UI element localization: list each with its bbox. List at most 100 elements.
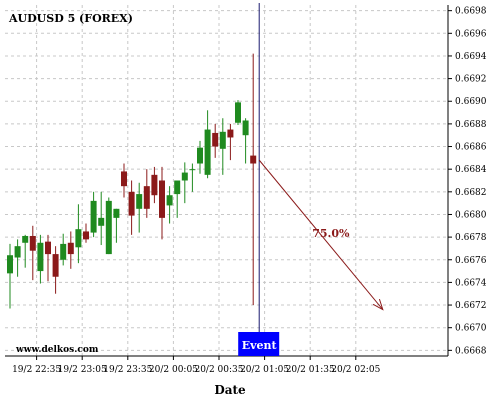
- candle: [90, 191, 97, 238]
- event-label: Event: [242, 339, 278, 352]
- candle-body: [22, 235, 29, 243]
- candle: [197, 140, 203, 174]
- candle: [136, 182, 143, 233]
- candle: [235, 100, 241, 126]
- candle-body: [143, 186, 150, 209]
- x-tick-label: 20/2 01:35: [286, 365, 335, 375]
- candle: [22, 234, 29, 268]
- candle: [14, 239, 21, 277]
- y-tick-label: 0.6690: [455, 97, 487, 107]
- x-tick-label: 20/2 01:05: [240, 365, 289, 375]
- y-tick-label: 0.6670: [455, 324, 487, 334]
- y-tick-label: 0.6676: [455, 256, 487, 266]
- candle: [143, 169, 150, 218]
- candle: [60, 233, 67, 266]
- candle-body: [98, 217, 105, 226]
- candle: [166, 186, 173, 224]
- x-tick-label: 20/2 00:35: [194, 365, 243, 375]
- x-tick-label: 19/2 23:35: [103, 365, 152, 375]
- candle: [75, 204, 82, 264]
- candle: [242, 118, 249, 164]
- x-axis-label: Date: [214, 383, 246, 397]
- candle-body: [242, 120, 249, 136]
- candle-body: [90, 200, 97, 233]
- candle-body: [83, 231, 89, 240]
- candle: [212, 123, 219, 158]
- candle: [67, 231, 74, 269]
- candle: [121, 163, 127, 198]
- candle-body: [121, 171, 127, 187]
- candle-body: [197, 147, 203, 164]
- candle: [219, 118, 226, 175]
- candle-body: [189, 169, 196, 171]
- candle-body: [151, 174, 158, 196]
- x-tick-label: 20/2 00:05: [149, 365, 198, 375]
- y-tick-label: 0.6694: [455, 52, 487, 62]
- y-tick-label: 0.6696: [455, 29, 487, 39]
- y-tick-label: 0.6674: [455, 278, 487, 288]
- candle-body: [14, 246, 21, 258]
- y-tick-label: 0.6680: [455, 210, 487, 220]
- candle: [98, 191, 105, 246]
- candle-body: [166, 195, 173, 206]
- y-tick-label: 0.6682: [455, 188, 487, 198]
- candle: [45, 234, 51, 282]
- candle: [181, 162, 188, 204]
- event-marker-box: [238, 332, 280, 356]
- event-layer: Event 75.0%: [238, 3, 384, 356]
- candle-body: [235, 102, 241, 123]
- candle: [7, 243, 13, 309]
- y-tick-label: 0.6678: [455, 233, 487, 243]
- y-tick-label: 0.6692: [455, 75, 487, 85]
- candle: [37, 234, 44, 284]
- y-tick-label: 0.6698: [455, 7, 487, 17]
- watermark: www.delkos.com: [15, 345, 99, 355]
- candle-body: [128, 191, 135, 216]
- candle-body: [37, 242, 44, 272]
- candle-body: [159, 180, 165, 218]
- candle: [174, 180, 181, 218]
- forecast-arrowhead: [372, 298, 384, 311]
- candle-body: [212, 132, 219, 147]
- candle-body: [174, 180, 181, 195]
- candle-body: [75, 229, 82, 248]
- candle: [52, 246, 59, 294]
- y-axis: 0.6668 0.6670 0.6672 0.6674 0.6676 0.6678 0.66…: [448, 7, 487, 356]
- candle-body: [67, 242, 74, 255]
- candle: [159, 166, 165, 240]
- candle: [151, 166, 158, 204]
- candles: [7, 53, 257, 309]
- candle-body: [29, 235, 36, 251]
- candle: [204, 110, 211, 179]
- candle-body: [113, 208, 120, 218]
- candle-body: [181, 172, 188, 181]
- candle: [189, 163, 196, 192]
- y-tick-label: 0.6684: [455, 165, 487, 175]
- candle-body: [52, 254, 59, 277]
- chart-title: AUDUSD 5 (FOREX): [8, 12, 133, 25]
- candle: [105, 197, 112, 255]
- candle-body: [219, 131, 226, 149]
- probability-label: 75.0%: [312, 227, 350, 240]
- y-tick-label: 0.6688: [455, 120, 487, 130]
- candle-body: [227, 129, 234, 138]
- x-tick-label: 19/2 23:05: [58, 365, 107, 375]
- candle: [29, 225, 36, 281]
- y-tick-label: 0.6686: [455, 143, 487, 153]
- candle-body: [136, 194, 143, 209]
- x-tick-label: 20/2 02:05: [331, 365, 380, 375]
- x-tick-label: 19/2 22:35: [12, 365, 61, 375]
- candle: [113, 208, 120, 243]
- candle-body: [250, 155, 257, 164]
- candle: [250, 53, 257, 306]
- candle-body: [105, 200, 112, 255]
- candle-body: [60, 243, 67, 260]
- candle-body: [45, 241, 51, 255]
- candle: [128, 180, 135, 235]
- candle-body: [204, 129, 211, 175]
- forecast-arrow: [258, 159, 384, 310]
- candle: [227, 123, 234, 161]
- candle-body: [7, 255, 13, 274]
